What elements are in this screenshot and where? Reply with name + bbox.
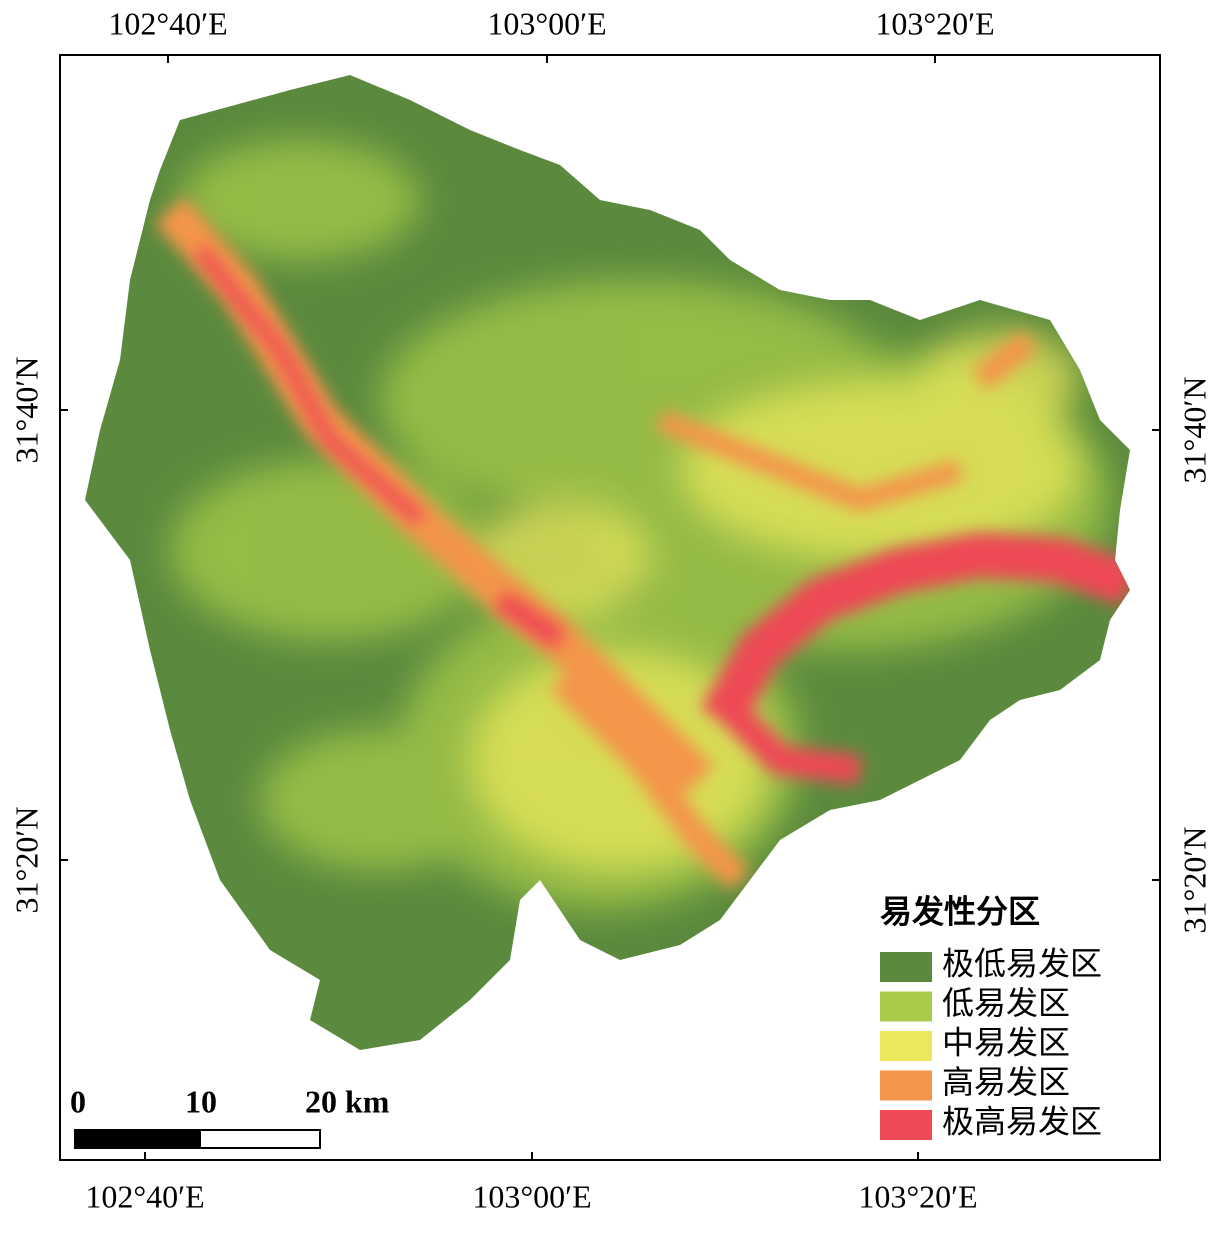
scale-bar-label: 20 km bbox=[305, 1083, 390, 1119]
right-coordinate-label: 31°40′N bbox=[1176, 377, 1212, 484]
scale-bar: 0 10 20 km bbox=[70, 1083, 390, 1149]
susceptibility-map bbox=[85, 75, 1130, 1050]
top-coordinate-label: 102°40′E bbox=[108, 5, 227, 41]
legend-label: 低易发区 bbox=[942, 985, 1070, 1021]
zone-shape bbox=[972, 330, 1038, 390]
right-coordinate-label: 31°20′N bbox=[1176, 827, 1212, 934]
legend-swatch bbox=[880, 1110, 932, 1140]
legend-title: 易发性分区 bbox=[880, 893, 1040, 929]
scale-bar-label: 10 bbox=[185, 1083, 217, 1119]
scale-bar-label: 0 bbox=[70, 1083, 86, 1119]
top-coordinate-label: 103°00′E bbox=[487, 5, 606, 41]
scale-bar-black bbox=[74, 1129, 201, 1149]
scale-bar-white bbox=[199, 1129, 321, 1149]
legend-swatch bbox=[880, 1070, 932, 1101]
zone-shape bbox=[700, 532, 1130, 732]
legend-label: 极高易发区 bbox=[942, 1103, 1102, 1139]
bottom-coordinate-label: 102°40′E bbox=[85, 1178, 204, 1214]
legend-label: 极低易发区 bbox=[942, 945, 1102, 981]
bottom-coordinate-label: 103°00′E bbox=[472, 1178, 591, 1214]
legend-label: 中易发区 bbox=[942, 1024, 1070, 1060]
zone-shape bbox=[550, 670, 750, 890]
zone-shape bbox=[260, 730, 500, 870]
bottom-coordinate-label: 103°20′E bbox=[858, 1178, 977, 1214]
top-coordinate-label: 103°20′E bbox=[875, 5, 994, 41]
left-coordinate-label: 31°40′N bbox=[8, 357, 44, 464]
legend-swatch bbox=[880, 952, 932, 982]
legend-label: 高易发区 bbox=[942, 1064, 1070, 1100]
zone-shape bbox=[709, 689, 862, 785]
legend-swatch bbox=[880, 1031, 932, 1061]
zone-shape bbox=[493, 590, 567, 650]
zone-shape bbox=[655, 409, 964, 512]
zone-shape bbox=[180, 140, 420, 260]
left-coordinate-label: 31°20′N bbox=[8, 807, 44, 914]
zone-shape bbox=[194, 245, 425, 526]
map-frame bbox=[59, 54, 1161, 1161]
legend-swatch bbox=[880, 991, 932, 1022]
zone-very-high-streaks bbox=[194, 245, 1130, 785]
